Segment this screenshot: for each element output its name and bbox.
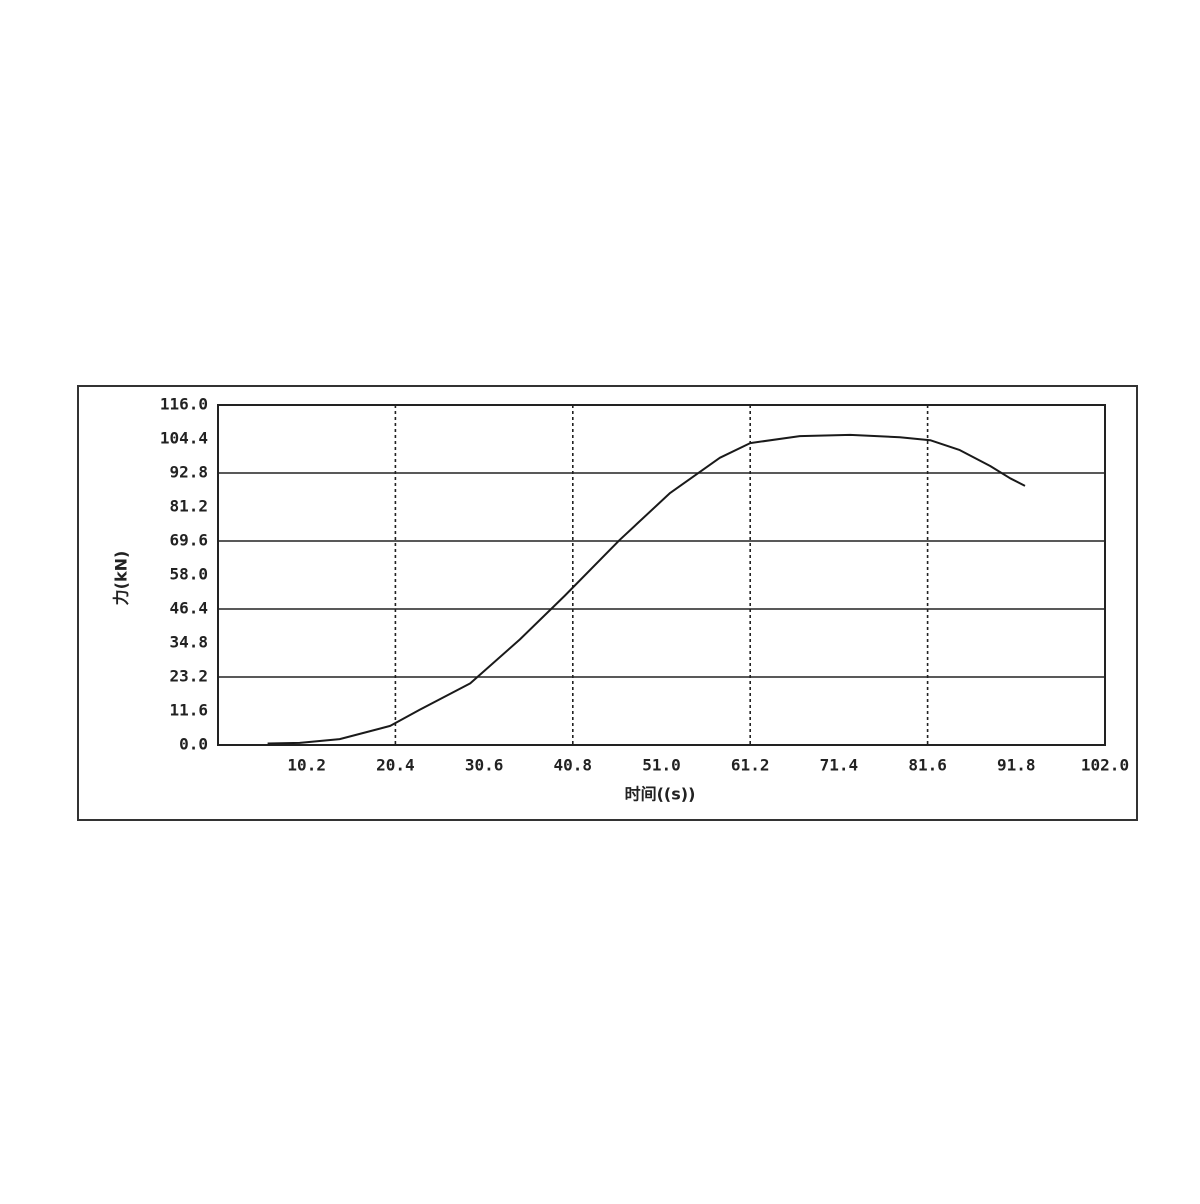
plot-area	[217, 404, 1106, 746]
x-tick-label: 102.0	[1081, 756, 1129, 775]
x-tick-label: 40.8	[554, 756, 593, 775]
y-tick-label: 0.0	[179, 735, 208, 754]
x-tick-label: 81.6	[908, 756, 947, 775]
y-tick-label: 92.8	[169, 463, 208, 482]
y-tick-label: 46.4	[169, 599, 208, 618]
y-tick-label: 11.6	[169, 701, 208, 720]
y-tick-label: 81.2	[169, 497, 208, 516]
x-tick-label: 30.6	[465, 756, 504, 775]
x-tick-label: 61.2	[731, 756, 770, 775]
y-tick-label: 58.0	[169, 565, 208, 584]
x-tick-label: 51.0	[642, 756, 681, 775]
x-tick-label: 71.4	[820, 756, 859, 775]
frame	[77, 385, 1138, 821]
data-line	[267, 433, 1026, 745]
y-tick-label: 104.4	[160, 429, 208, 448]
x-tick-label: 10.2	[287, 756, 326, 775]
x-axis-label: 时间((s))	[625, 785, 696, 804]
y-tick-label: 69.6	[169, 531, 208, 550]
y-axis-label: 力(kN)	[112, 551, 131, 606]
y-tick-label: 23.2	[169, 667, 208, 686]
x-tick-label: 20.4	[376, 756, 415, 775]
x-tick-label: 91.8	[997, 756, 1036, 775]
y-tick-label: 116.0	[160, 395, 208, 414]
y-tick-label: 34.8	[169, 633, 208, 652]
